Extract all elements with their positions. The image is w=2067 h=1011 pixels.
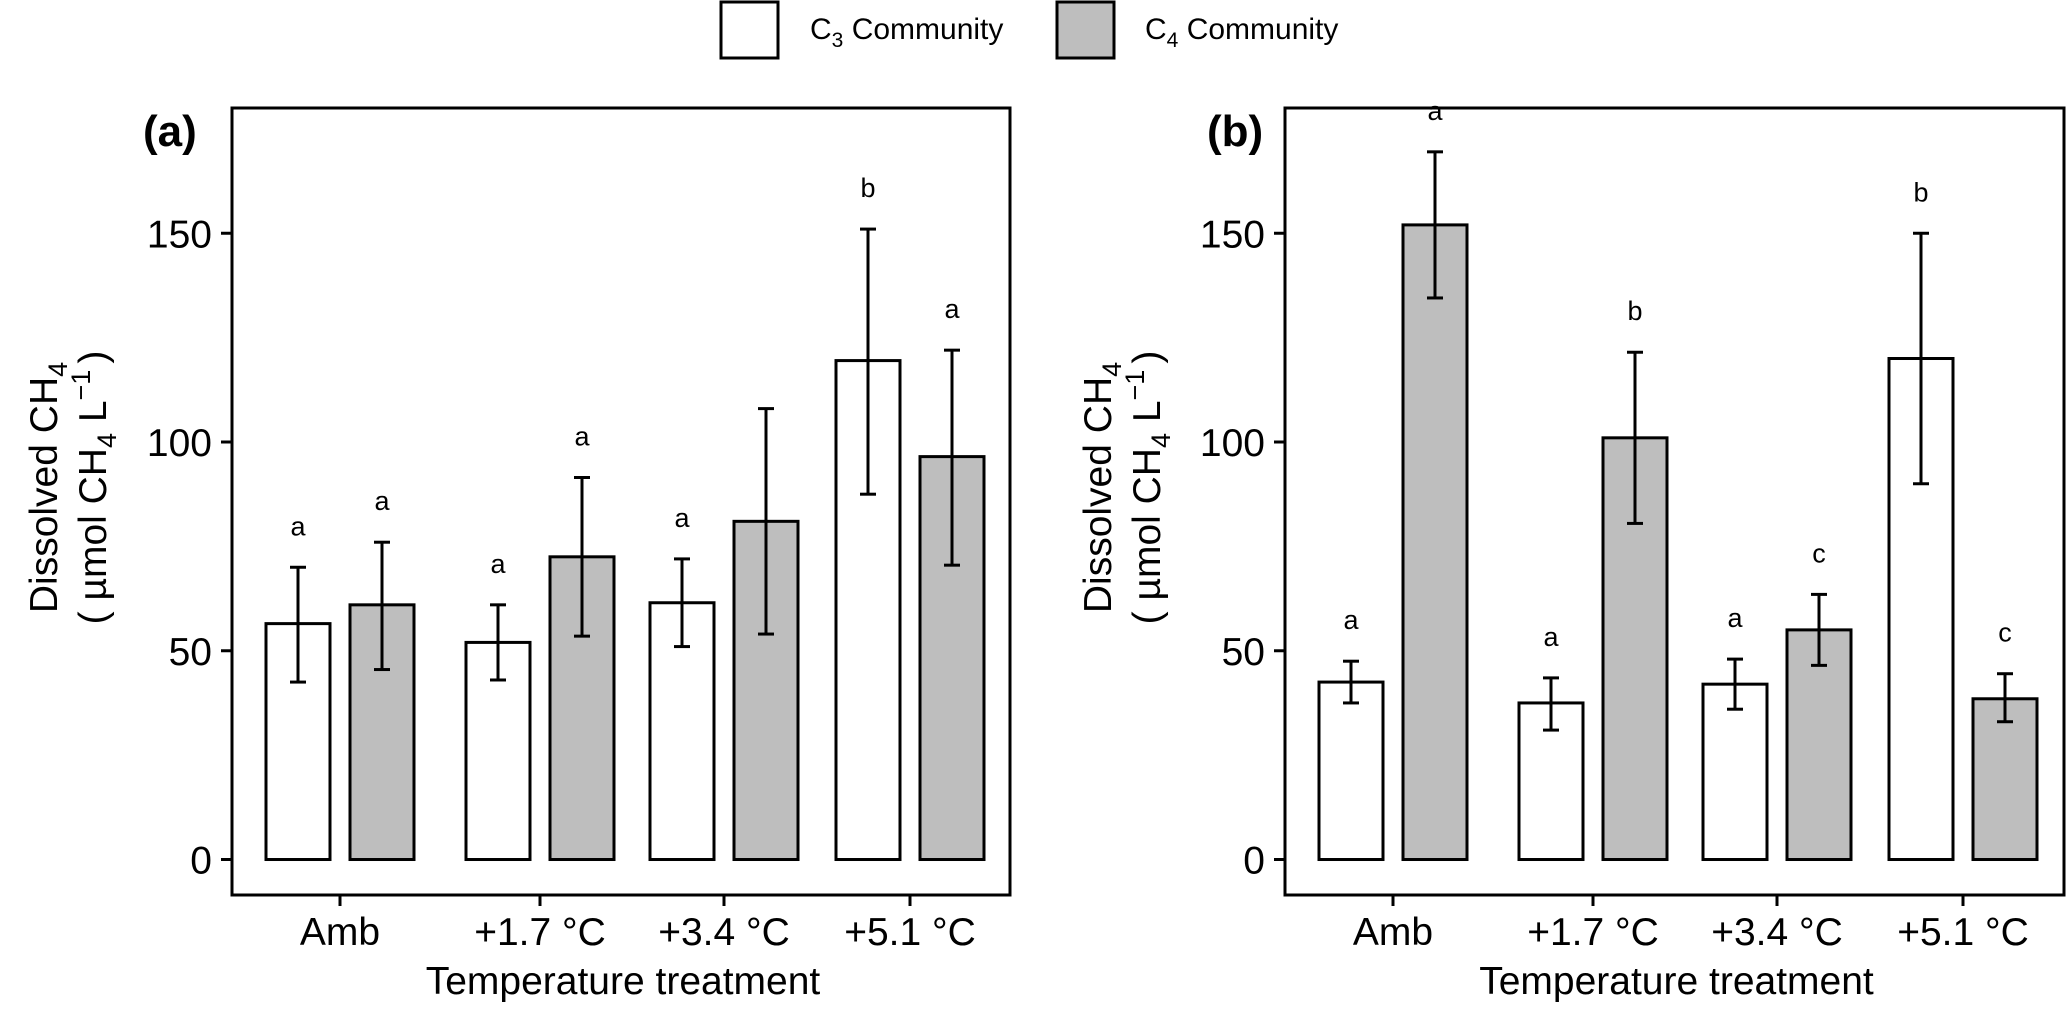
significance-letter: c	[1998, 618, 2012, 648]
x-tick-label: +1.7 °C	[474, 911, 606, 954]
x-axis-title: Temperature treatment	[426, 960, 821, 1003]
bar	[1971, 697, 2039, 862]
significance-letter: a	[944, 294, 960, 324]
significance-letter: b	[1913, 177, 1928, 207]
chart-panel-a: (a) 0 50 100 150 Dissolved CH4( µmol CH4 L−1)…	[23, 106, 1012, 1003]
y-tick-label: 50	[1222, 631, 1265, 674]
legend: C3 Community C4 Community	[719, 0, 1338, 60]
x-tick-label: +3.4 °C	[658, 911, 790, 954]
bar	[1401, 223, 1469, 862]
significance-letter: c	[1812, 538, 1826, 568]
significance-letter: a	[1343, 605, 1359, 635]
x-tick-label: +5.1 °C	[844, 911, 976, 954]
y-tick-label: 100	[147, 422, 212, 465]
x-tick-label: +3.4 °C	[1711, 911, 1843, 954]
bar	[1317, 680, 1385, 862]
bar	[264, 622, 332, 862]
significance-letter: a	[1543, 622, 1559, 652]
significance-letter: a	[490, 549, 506, 579]
significance-letter: a	[374, 486, 390, 516]
x-tick-label: +1.7 °C	[1527, 911, 1659, 954]
y-axis-unit: ( µmol CH4 L−1)	[66, 351, 122, 625]
plot-frame	[1283, 106, 2066, 897]
panel-label: (b)	[1207, 107, 1263, 156]
significance-letter: a	[674, 503, 690, 533]
y-tick-label: 150	[147, 213, 212, 256]
significance-letter: a	[1727, 603, 1743, 633]
bar	[464, 640, 532, 862]
y-tick-label: 50	[169, 631, 212, 674]
chart-panel-b: (b) 0 50 100 150 Dissolved CH4( µmol CH4 L−1)…	[1077, 96, 2066, 1003]
y-axis-unit: ( µmol CH4 L−1)	[1120, 351, 1176, 625]
legend-label-2: C4 Community	[1145, 13, 1338, 52]
legend-swatch-1	[719, 0, 780, 60]
y-tick-label: 0	[1243, 840, 1265, 883]
y-axis-title: Dissolved CH4	[23, 362, 73, 613]
significance-letter: a	[574, 421, 590, 451]
panel-label: (a)	[143, 107, 197, 156]
x-tick-label: +5.1 °C	[1897, 911, 2029, 954]
significance-letter: b	[860, 173, 875, 203]
legend-label-1: C3 Community	[810, 13, 1003, 52]
significance-letter: a	[290, 511, 306, 541]
y-axis-title: Dissolved CH4	[1077, 362, 1127, 613]
plot-frame	[230, 106, 1012, 897]
y-tick-label: 0	[190, 840, 212, 883]
significance-letter: b	[1627, 296, 1642, 326]
x-tick-label: Amb	[1353, 911, 1433, 954]
x-tick-label: Amb	[300, 911, 380, 954]
bar	[1701, 682, 1769, 862]
x-axis-title: Temperature treatment	[1479, 960, 1874, 1003]
legend-swatch-2	[1055, 0, 1116, 60]
significance-letter: a	[1427, 96, 1443, 126]
y-tick-label: 100	[1200, 422, 1265, 465]
bar	[1785, 628, 1853, 862]
y-tick-label: 150	[1200, 213, 1265, 256]
